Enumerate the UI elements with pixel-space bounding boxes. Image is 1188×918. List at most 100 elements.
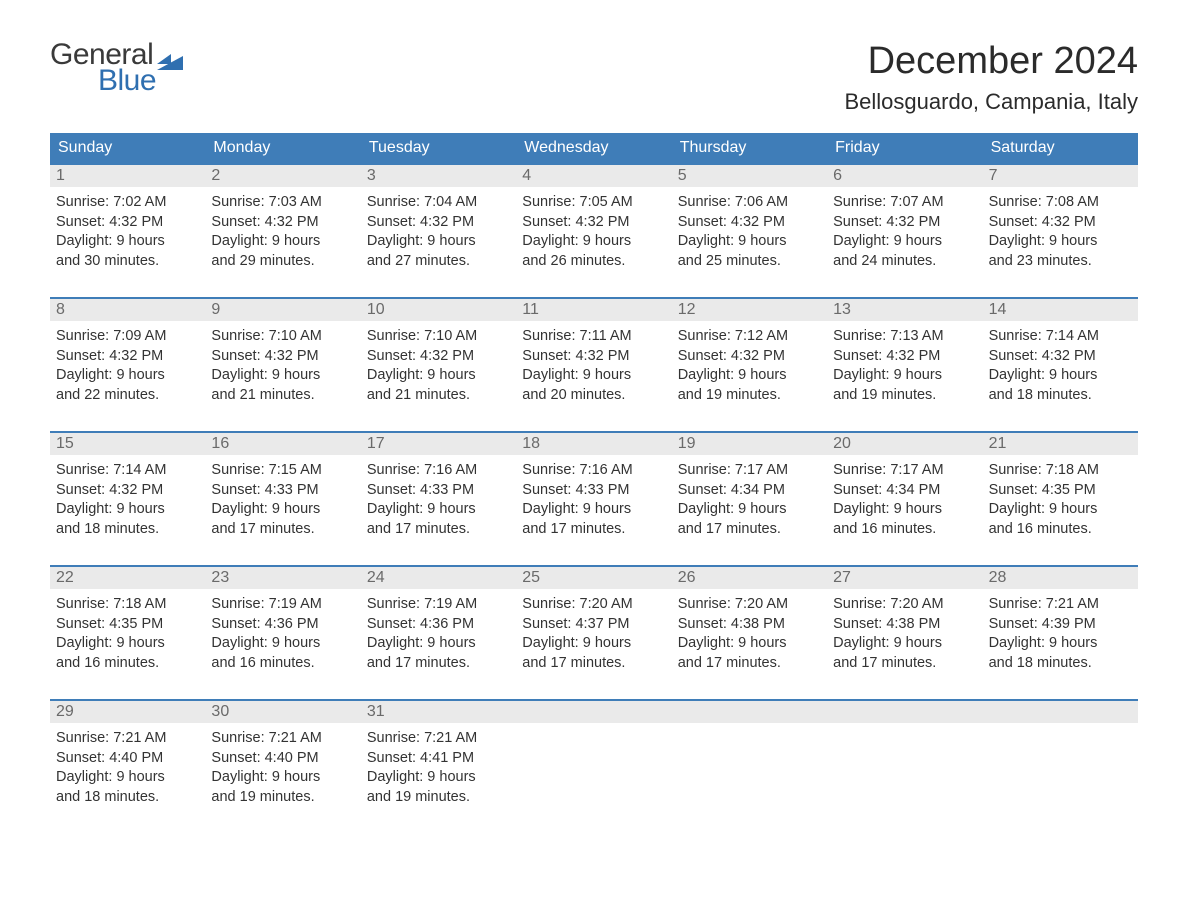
daylight-line-2: and 24 minutes. [833, 252, 976, 272]
day-number: 8 [50, 299, 205, 321]
day-body: Sunrise: 7:19 AMSunset: 4:36 PMDaylight:… [205, 589, 360, 685]
daylight-line-1: Daylight: 9 hours [367, 634, 510, 654]
sunset-line: Sunset: 4:32 PM [678, 347, 821, 367]
sunrise-line: Sunrise: 7:21 AM [367, 729, 510, 749]
calendar-day: 29Sunrise: 7:21 AMSunset: 4:40 PMDayligh… [50, 701, 205, 819]
sunset-line: Sunset: 4:32 PM [522, 213, 665, 233]
sunrise-line: Sunrise: 7:19 AM [367, 595, 510, 615]
calendar-day: 11Sunrise: 7:11 AMSunset: 4:32 PMDayligh… [516, 299, 671, 417]
daylight-line-1: Daylight: 9 hours [211, 634, 354, 654]
calendar-day: 2Sunrise: 7:03 AMSunset: 4:32 PMDaylight… [205, 165, 360, 283]
sunrise-line: Sunrise: 7:18 AM [989, 461, 1132, 481]
daylight-line-1: Daylight: 9 hours [678, 500, 821, 520]
day-body: Sunrise: 7:07 AMSunset: 4:32 PMDaylight:… [827, 187, 982, 283]
daylight-line-2: and 17 minutes. [678, 654, 821, 674]
calendar-day: 21 Sunrise: 7:18 AMSunset: 4:35 PMDayligh… [983, 433, 1138, 551]
calendar-day: 3Sunrise: 7:04 AMSunset: 4:32 PMDaylight… [361, 165, 516, 283]
sunrise-line: Sunrise: 7:06 AM [678, 193, 821, 213]
daylight-line-1: Daylight: 9 hours [989, 366, 1132, 386]
sunset-line: Sunset: 4:32 PM [989, 347, 1132, 367]
calendar-day: 10Sunrise: 7:10 AMSunset: 4:32 PMDayligh… [361, 299, 516, 417]
calendar-day [827, 701, 982, 819]
sunset-line: Sunset: 4:32 PM [989, 213, 1132, 233]
day-body: Sunrise: 7:06 AMSunset: 4:32 PMDaylight:… [672, 187, 827, 283]
sunrise-line: Sunrise: 7:16 AM [522, 461, 665, 481]
day-body: Sunrise: 7:21 AMSunset: 4:41 PMDaylight:… [361, 723, 516, 819]
day-number: 31 [361, 701, 516, 723]
sunset-line: Sunset: 4:32 PM [367, 347, 510, 367]
day-body: Sunrise: 7:16 AMSunset: 4:33 PMDaylight:… [516, 455, 671, 551]
sunset-line: Sunset: 4:32 PM [522, 347, 665, 367]
calendar-day: 17Sunrise: 7:16 AMSunset: 4:33 PMDayligh… [361, 433, 516, 551]
daylight-line-1: Daylight: 9 hours [678, 366, 821, 386]
calendar-day: 14Sunrise: 7:14 AMSunset: 4:32 PMDayligh… [983, 299, 1138, 417]
daylight-line-2: and 17 minutes. [211, 520, 354, 540]
day-body: Sunrise: 7:11 AMSunset: 4:32 PMDaylight:… [516, 321, 671, 417]
sunset-line: Sunset: 4:35 PM [989, 481, 1132, 501]
daylight-line-1: Daylight: 9 hours [56, 232, 199, 252]
sunset-line: Sunset: 4:36 PM [211, 615, 354, 635]
day-body: Sunrise: 7:05 AMSunset: 4:32 PMDaylight:… [516, 187, 671, 283]
day-number: 15 [50, 433, 205, 455]
day-of-week-header: SundayMondayTuesdayWednesdayThursdayFrid… [50, 133, 1138, 163]
calendar-day: 30Sunrise: 7:21 AMSunset: 4:40 PMDayligh… [205, 701, 360, 819]
day-body: Sunrise: 7:14 AMSunset: 4:32 PMDaylight:… [983, 321, 1138, 417]
daylight-line-1: Daylight: 9 hours [989, 232, 1132, 252]
day-number: 12 [672, 299, 827, 321]
daylight-line-2: and 18 minutes. [56, 788, 199, 808]
sunrise-line: Sunrise: 7:17 AM [833, 461, 976, 481]
calendar-day: 13Sunrise: 7:13 AMSunset: 4:32 PMDayligh… [827, 299, 982, 417]
day-number: 4 [516, 165, 671, 187]
daylight-line-1: Daylight: 9 hours [56, 768, 199, 788]
calendar-week: 15Sunrise: 7:14 AMSunset: 4:32 PMDayligh… [50, 431, 1138, 551]
sunset-line: Sunset: 4:34 PM [833, 481, 976, 501]
daylight-line-1: Daylight: 9 hours [56, 634, 199, 654]
day-body: Sunrise: 7:16 AMSunset: 4:33 PMDaylight:… [361, 455, 516, 551]
day-number: 5 [672, 165, 827, 187]
daylight-line-1: Daylight: 9 hours [678, 232, 821, 252]
day-body: Sunrise: 7:21 AMSunset: 4:40 PMDaylight:… [205, 723, 360, 819]
day-body: Sunrise: 7:04 AMSunset: 4:32 PMDaylight:… [361, 187, 516, 283]
day-body: Sunrise: 7:20 AMSunset: 4:37 PMDaylight:… [516, 589, 671, 685]
dow-cell: Friday [827, 133, 982, 163]
day-body: Sunrise: 7:10 AMSunset: 4:32 PMDaylight:… [205, 321, 360, 417]
day-number [516, 701, 671, 723]
daylight-line-2: and 21 minutes. [367, 386, 510, 406]
calendar-day: 27Sunrise: 7:20 AMSunset: 4:38 PMDayligh… [827, 567, 982, 685]
day-body: Sunrise: 7:17 AMSunset: 4:34 PMDaylight:… [827, 455, 982, 551]
calendar-day: 9Sunrise: 7:10 AMSunset: 4:32 PMDaylight… [205, 299, 360, 417]
month-title: December 2024 [845, 40, 1139, 83]
dow-cell: Thursday [672, 133, 827, 163]
day-number: 14 [983, 299, 1138, 321]
day-body: Sunrise: 7:03 AMSunset: 4:32 PMDaylight:… [205, 187, 360, 283]
day-body: Sunrise: 7:18 AMSunset: 4:35 PMDaylight:… [50, 589, 205, 685]
calendar-day: 5Sunrise: 7:06 AMSunset: 4:32 PMDaylight… [672, 165, 827, 283]
day-body: Sunrise: 7:10 AMSunset: 4:32 PMDaylight:… [361, 321, 516, 417]
sunrise-line: Sunrise: 7:20 AM [678, 595, 821, 615]
sunrise-line: Sunrise: 7:20 AM [833, 595, 976, 615]
sunrise-line: Sunrise: 7:10 AM [367, 327, 510, 347]
sunrise-line: Sunrise: 7:04 AM [367, 193, 510, 213]
calendar-day [516, 701, 671, 819]
day-number: 21 [983, 433, 1138, 455]
daylight-line-1: Daylight: 9 hours [211, 768, 354, 788]
daylight-line-2: and 16 minutes. [833, 520, 976, 540]
location-subtitle: Bellosguardo, Campania, Italy [845, 89, 1139, 115]
daylight-line-1: Daylight: 9 hours [211, 366, 354, 386]
sunrise-line: Sunrise: 7:17 AM [678, 461, 821, 481]
sunrise-line: Sunrise: 7:03 AM [211, 193, 354, 213]
day-number: 26 [672, 567, 827, 589]
daylight-line-1: Daylight: 9 hours [367, 232, 510, 252]
dow-cell: Monday [205, 133, 360, 163]
title-block: December 2024 Bellosguardo, Campania, It… [845, 40, 1139, 115]
calendar-day: 4Sunrise: 7:05 AMSunset: 4:32 PMDaylight… [516, 165, 671, 283]
day-body: Sunrise: 7:13 AMSunset: 4:32 PMDaylight:… [827, 321, 982, 417]
daylight-line-1: Daylight: 9 hours [833, 500, 976, 520]
daylight-line-2: and 25 minutes. [678, 252, 821, 272]
daylight-line-1: Daylight: 9 hours [367, 500, 510, 520]
day-number: 13 [827, 299, 982, 321]
daylight-line-1: Daylight: 9 hours [989, 500, 1132, 520]
sunset-line: Sunset: 4:40 PM [56, 749, 199, 769]
day-number: 9 [205, 299, 360, 321]
daylight-line-2: and 29 minutes. [211, 252, 354, 272]
